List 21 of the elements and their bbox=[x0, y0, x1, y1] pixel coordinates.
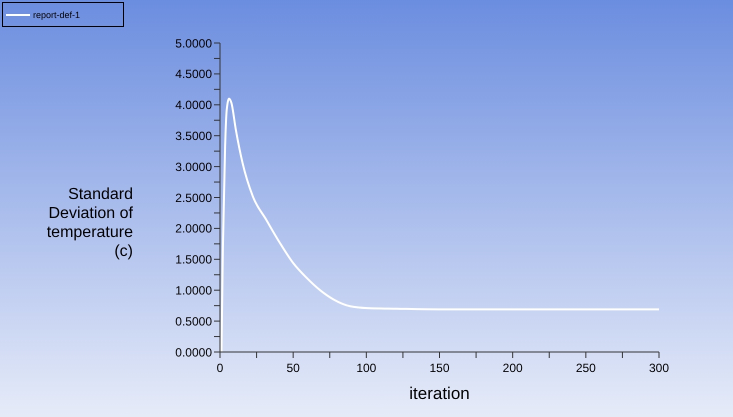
y-tick-label: 0.0000 bbox=[175, 345, 212, 360]
x-tick-label: 0 bbox=[216, 361, 224, 375]
y-tick-label: 3.5000 bbox=[175, 128, 212, 143]
y-tick-label: 1.5000 bbox=[175, 252, 212, 267]
y-tick-label: 1.0000 bbox=[175, 283, 212, 298]
y-tick-label: 4.0000 bbox=[175, 98, 212, 112]
y-tick-label: 4.5000 bbox=[175, 67, 212, 82]
x-axis-title: iteration bbox=[408, 384, 471, 404]
y-tick-label: 2.0000 bbox=[175, 222, 212, 236]
x-tick-label: 300 bbox=[648, 361, 670, 375]
x-tick-label: 50 bbox=[286, 361, 300, 375]
y-tick-label: 2.5000 bbox=[175, 190, 212, 205]
x-tick-label: 250 bbox=[576, 361, 596, 375]
x-tick-label: 200 bbox=[502, 361, 523, 375]
x-tick-label: 100 bbox=[356, 361, 377, 375]
y-tick-label: 5.0000 bbox=[175, 36, 212, 50]
y-tick-label: 3.0000 bbox=[175, 160, 212, 174]
x-tick-label: 150 bbox=[429, 361, 450, 375]
y-tick-label: 0.5000 bbox=[175, 314, 212, 328]
y-axis-title: Standard Deviation of temperature (c) bbox=[46, 185, 133, 261]
legend-label: report-def-1 bbox=[33, 10, 80, 20]
